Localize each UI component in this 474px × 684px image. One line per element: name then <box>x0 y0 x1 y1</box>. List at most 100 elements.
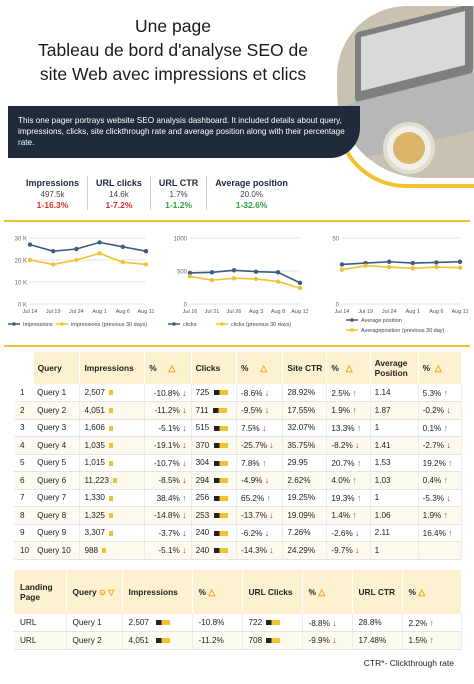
y-tick-label: 50 <box>332 237 339 243</box>
table-header-row: Query Impressions % △ Clicks % △ Site CT… <box>14 352 463 384</box>
header-cell: Landing Page <box>14 570 67 614</box>
kpi-average-position: Average position 20.0% 1-32.6% <box>207 176 296 210</box>
query-cell: Query 1 <box>66 614 123 632</box>
y-tick-label: 0 <box>184 303 188 309</box>
arrow-up-icon: ↑ <box>356 457 362 468</box>
table-row: 6 Query 6 11,223 -8.5% ↓ 294 -4.9% ↓ 2.62% 4.… <box>14 471 463 490</box>
warning-icon: △ <box>345 362 353 373</box>
position-cell: 1.14 <box>370 384 419 402</box>
impressions-cell: 2,507 <box>122 614 193 632</box>
mini-bar <box>109 425 114 431</box>
kpi-value: 14.6k <box>109 190 129 199</box>
position-pct-cell: 16.4% ↑ <box>418 524 463 542</box>
data-point <box>387 259 392 264</box>
arrow-up-icon: ↑ <box>182 492 187 503</box>
table-row: 10 Query 10 988 -5.1% ↓ 240 -14.3% ↓ 24.29% -… <box>14 541 463 560</box>
legend-marker <box>350 328 354 332</box>
pct-value: -14.3% <box>241 546 267 556</box>
query-table-body: 1 Query 1 2,507 -10.8% ↓ 725 -8.6% ↓ 28.92% 2… <box>14 384 463 560</box>
header-cell: % △ <box>302 570 353 614</box>
x-tick-label: Jul 16 <box>183 309 198 315</box>
query-cell: Query 8 <box>33 506 81 525</box>
data-point <box>457 265 463 270</box>
query-cell: Query 7 <box>33 489 81 507</box>
y-tick-label: 1000 <box>174 237 188 243</box>
position-cell: 1.87 <box>370 401 419 420</box>
pct-value: -5.1% <box>158 546 180 556</box>
row-number: 5 <box>14 454 34 472</box>
pct-value: 1.4% <box>331 511 351 521</box>
x-tick-label: Aug 11 <box>137 309 154 315</box>
clicks-pct-cell: -25.7% ↓ <box>236 436 284 455</box>
position-pct-cell: -5.3% ↓ <box>418 489 463 507</box>
x-tick-label: Jul 26 <box>227 309 242 315</box>
clicks-value: 253 <box>195 510 210 520</box>
query-cell: Query 2 <box>33 401 81 420</box>
table-row: 4 Query 4 1,035 -19.1% ↓ 370 -25.7% ↓ 35.75%… <box>14 436 463 455</box>
impressions-value: 2,507 <box>128 618 150 627</box>
kpi-change: 1-16.3% <box>36 200 69 210</box>
position-pct-cell: 5.3% ↑ <box>418 384 463 402</box>
data-point <box>253 276 259 282</box>
pct-value: -3.7% <box>158 528 180 538</box>
pct-value: 5.3% <box>422 388 442 398</box>
kpi-change: 1-7.2% <box>105 200 133 210</box>
impressions-value: 4,051 <box>128 635 150 645</box>
clicks-value: 708 <box>248 635 263 645</box>
clicks-value: 240 <box>195 528 210 538</box>
position-cell: 1.06 <box>370 506 419 525</box>
arrow-down-icon: ↓ <box>261 422 267 433</box>
warning-icon: △ <box>318 586 326 597</box>
arrow-up-icon: ↑ <box>352 510 357 521</box>
clicks-pct-cell: -9.5% ↓ <box>236 401 284 420</box>
position-pct-cell: -2.7% ↓ <box>418 436 463 455</box>
mini-bar <box>212 408 227 414</box>
header-cell: Impressions <box>122 570 193 614</box>
clicks-cell: 722 <box>242 614 303 632</box>
x-tick-label: Aug 6 <box>116 309 130 315</box>
impressions-pct-cell: -8.5% ↓ <box>144 471 192 490</box>
landing-page-cell[interactable]: URL <box>14 631 67 650</box>
clicks-pct-cell: -6.2% ↓ <box>236 524 284 542</box>
legend-marker <box>60 322 64 326</box>
ctr-cell: 28.92% <box>282 384 328 402</box>
arrow-up-icon: ↑ <box>356 422 362 433</box>
mini-bar <box>266 638 281 644</box>
data-point <box>434 260 439 265</box>
data-point <box>143 249 149 254</box>
ctr-cell: 19.09% <box>282 506 328 525</box>
impressions-value: 3,307 <box>84 528 105 538</box>
header-cell: Average Position <box>370 352 419 384</box>
impressions-value: 1,035 <box>84 440 105 450</box>
pct-value: 16.4% <box>422 528 446 538</box>
y-tick-label: 10 K <box>15 281 27 287</box>
position-cell: 1.03 <box>370 471 419 490</box>
clicks-pct-cell: -9.9% ↓ <box>302 631 353 650</box>
pct-value: -4.9% <box>241 476 263 486</box>
arrow-down-icon: ↓ <box>182 405 187 416</box>
impressions-pct-cell: -11.2% <box>192 631 243 650</box>
arrow-down-icon: ↓ <box>182 475 187 486</box>
data-point <box>275 279 281 284</box>
ctr-cell: 32.07% <box>282 419 328 437</box>
position-cell: 2.11 <box>370 524 419 542</box>
ctr-pct-cell: 2.2% ↑ <box>402 614 462 632</box>
ctr-cell: 24.29% <box>282 541 328 560</box>
kpi-label: Average position <box>215 178 288 188</box>
landing-page-cell[interactable]: URL <box>14 614 67 632</box>
header-label: % <box>198 586 206 597</box>
arrow-down-icon: ↓ <box>355 440 360 451</box>
table-row: 9 Query 9 3,307 -3.7% ↓ 240 -6.2% ↓ 7.26% -2.… <box>14 524 463 542</box>
row-number: 1 <box>14 384 34 402</box>
legend-label: impressions (previous 30 days) <box>71 322 147 328</box>
header-cell: % △ <box>402 570 462 614</box>
mini-bar <box>109 408 114 414</box>
clicks-cell: 304 <box>191 454 238 472</box>
header-cell <box>14 352 34 384</box>
mini-bar <box>155 620 170 626</box>
header-label: % <box>331 362 339 373</box>
title-line: Une page <box>135 16 211 36</box>
clicks-value: 722 <box>248 618 263 627</box>
